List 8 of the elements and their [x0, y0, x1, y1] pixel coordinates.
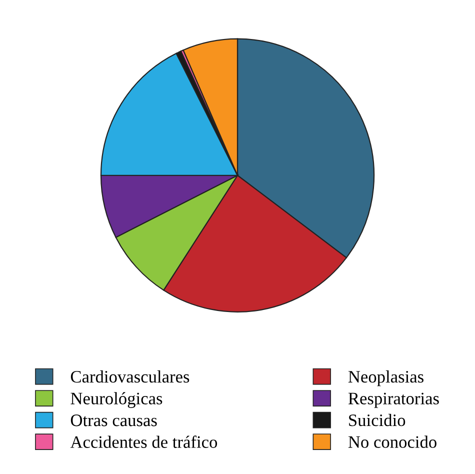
legend-label: Otras causas	[70, 414, 157, 426]
legend-label: Cardiovasculares	[70, 370, 190, 383]
legend-label: Suicidio	[349, 414, 406, 426]
legend-label: Respiratorias	[348, 392, 439, 408]
legend-label: Neurológicas	[70, 392, 162, 408]
legend-label: Accidentes de tráfico	[70, 436, 218, 448]
legend-label: Neoplasias	[348, 370, 424, 386]
legend-label: No conocido	[348, 436, 436, 448]
